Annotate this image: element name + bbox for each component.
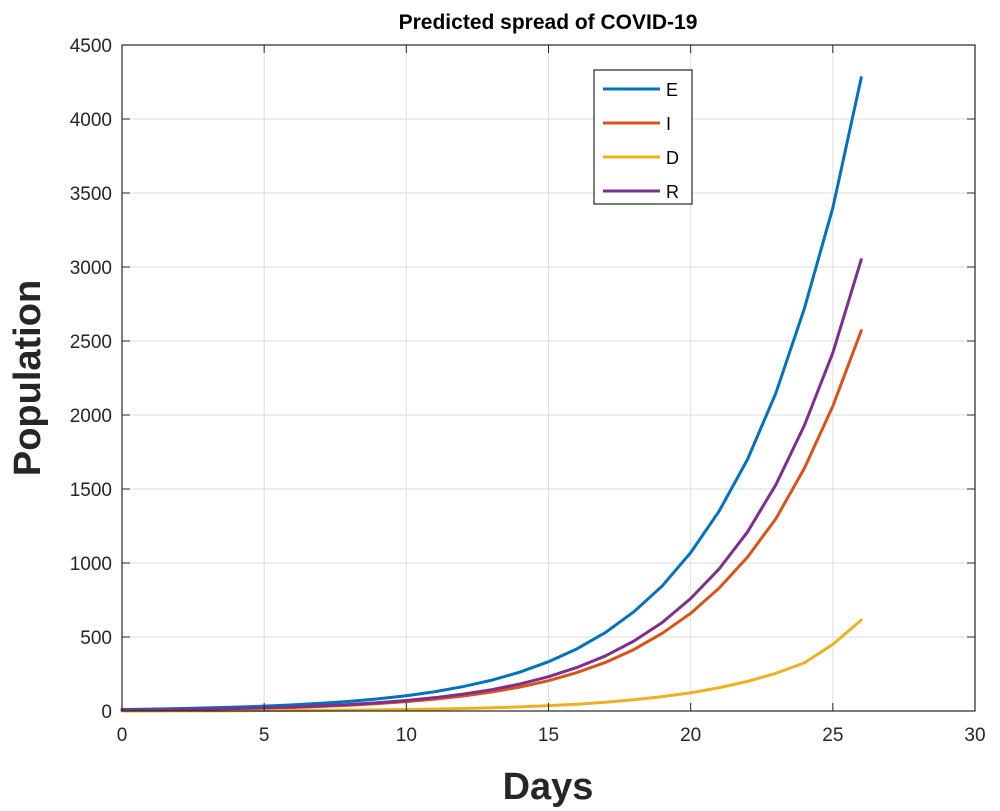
y-tick-label: 1000 xyxy=(70,554,112,575)
y-tick-label: 500 xyxy=(80,628,112,649)
series-line-R xyxy=(120,258,863,712)
y-tick-label: 4500 xyxy=(70,36,112,57)
x-axis-label: Days xyxy=(503,766,594,808)
x-tick-label: 20 xyxy=(680,725,701,746)
y-tick-label: 4000 xyxy=(70,110,112,131)
x-tick-label: 30 xyxy=(964,725,985,746)
legend-label-R: R xyxy=(666,182,679,202)
y-tick-label: 1500 xyxy=(70,480,112,501)
legend-label-E: E xyxy=(666,80,678,100)
x-tick-label: 25 xyxy=(822,725,843,746)
grid-lines xyxy=(122,45,975,711)
axis-ticks: 0 5 10 15 20 25 30 0 500 1000 1500 2000 2500 3000 3500… xyxy=(70,36,986,746)
y-tick-label: 0 xyxy=(101,702,112,723)
x-tick-label: 15 xyxy=(538,725,559,746)
y-axis-label: Population xyxy=(7,280,49,476)
x-tick-label: 0 xyxy=(117,725,128,746)
legend-label-D: D xyxy=(666,148,679,168)
y-tick-label: 3500 xyxy=(70,184,112,205)
legend-label-I: I xyxy=(666,114,671,134)
x-tick-label: 10 xyxy=(396,725,417,746)
y-tick-label: 3000 xyxy=(70,258,112,279)
y-tick-label: 2000 xyxy=(70,406,112,427)
legend-box xyxy=(593,69,693,205)
y-tick-label: 2500 xyxy=(70,332,112,353)
chart-title: Predicted spread of COVID-19 xyxy=(399,11,698,34)
x-tick-label: 5 xyxy=(259,725,270,746)
